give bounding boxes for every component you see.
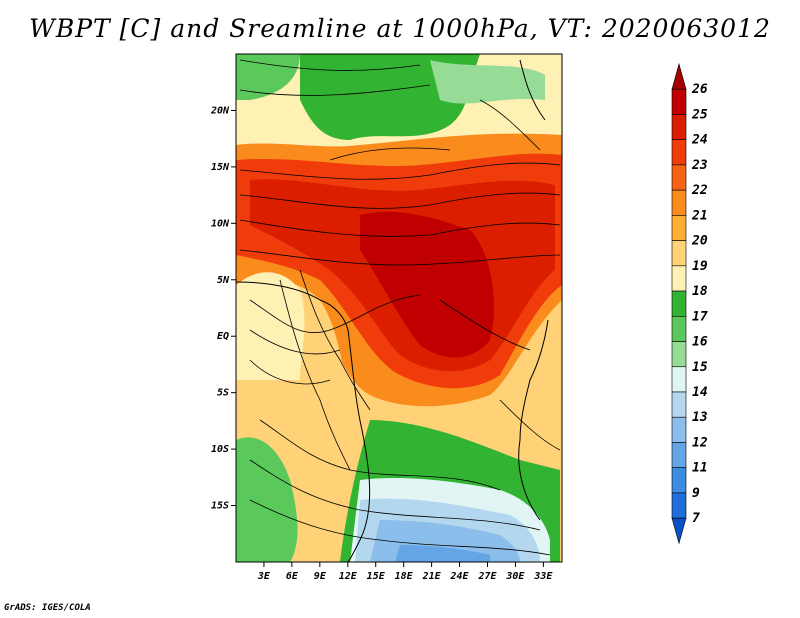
- colorbar-label: 19: [692, 259, 708, 274]
- lon-tick-label: 30E: [505, 571, 525, 582]
- lon-tick-label: 18E: [395, 571, 414, 582]
- triangle-down-icon: [671, 517, 687, 545]
- lat-tick-label: 5N: [217, 275, 230, 286]
- colorbar-label: 12: [692, 435, 708, 450]
- colorbar-label: 7: [692, 511, 700, 526]
- map-title: WBPT [C] and Sreamline at 1000hPa, VT: 2…: [29, 14, 771, 43]
- footer-credit: GrADS: IGES/COLA: [4, 603, 91, 613]
- colorbar-label: 18: [692, 284, 708, 299]
- colorbar-bin: [671, 265, 687, 292]
- colorbar-label: 24: [691, 133, 708, 148]
- colorbar-label: 11: [692, 461, 708, 476]
- colorbar-bin: [671, 164, 687, 191]
- lat-tick-label: 15S: [211, 501, 229, 512]
- colorbar-bin: [671, 492, 687, 519]
- map-frame: [235, 53, 563, 563]
- colorbar-label: 20: [691, 234, 708, 249]
- lon-tick-label: 12E: [339, 571, 358, 582]
- colorbar-label: 23: [691, 158, 708, 173]
- colorbar-bin: [671, 391, 687, 418]
- colorbar-bin: [671, 215, 687, 241]
- colorbar: 26 25 24 23 22 21 20 19 18 17 16 15 14 13 12 11 9 7: [671, 62, 708, 545]
- lon-tick-label: 21E: [422, 571, 442, 582]
- lon-tick-label: 9E: [314, 571, 327, 582]
- coastlines: [236, 59, 549, 562]
- latitude-ticks: 20N 15N 10N 5N EQ 5S 10S 15S: [210, 105, 236, 512]
- lon-tick-label: 6E: [286, 571, 299, 582]
- colorbar-bin: [671, 290, 687, 317]
- colorbar-bin: [671, 189, 687, 216]
- wbpt-field: [236, 54, 562, 562]
- colorbar-bin: [671, 341, 687, 368]
- colorbar-label: 22: [691, 183, 708, 198]
- colorbar-bin: [671, 88, 687, 115]
- colorbar-bin: [671, 416, 687, 443]
- lat-tick-label: 5S: [217, 388, 229, 399]
- colorbar-label: 13: [692, 410, 708, 425]
- colorbar-label: 9: [692, 486, 700, 501]
- lon-tick-label: 24E: [450, 571, 470, 582]
- colorbar-label: 17: [692, 309, 708, 324]
- colorbar-label: 25: [691, 107, 708, 122]
- colorbar-label: 15: [692, 360, 708, 375]
- triangle-up-icon: [671, 62, 687, 90]
- lon-tick-label: 27E: [477, 571, 497, 582]
- colorbar-bin: [671, 240, 687, 267]
- longitude-ticks: 3E 6E 9E 12E 15E 18E 21E 24E 27E 30E 33E: [257, 562, 553, 582]
- colorbar-label: 14: [692, 385, 708, 400]
- lat-tick-label: 20N: [210, 105, 230, 116]
- lon-tick-label: 3E: [257, 571, 271, 582]
- colorbar-bin: [671, 316, 687, 342]
- colorbar-bin: [671, 442, 687, 468]
- colorbar-label: 21: [691, 208, 708, 223]
- lon-tick-label: 33E: [533, 571, 553, 582]
- colorbar-bin: [671, 366, 687, 393]
- colorbar-bin: [671, 114, 687, 140]
- lon-tick-label: 15E: [367, 571, 386, 582]
- colorbar-label: 16: [692, 335, 708, 350]
- lat-tick-label: 15N: [211, 162, 230, 173]
- colorbar-bin: [671, 467, 687, 494]
- lat-tick-label: 10S: [211, 444, 229, 455]
- colorbar-bin: [671, 139, 687, 166]
- lat-tick-label: 10N: [211, 218, 230, 229]
- lat-tick-label: EQ: [217, 331, 229, 342]
- colorbar-label: 26: [691, 82, 708, 97]
- streamlines: [239, 59, 561, 556]
